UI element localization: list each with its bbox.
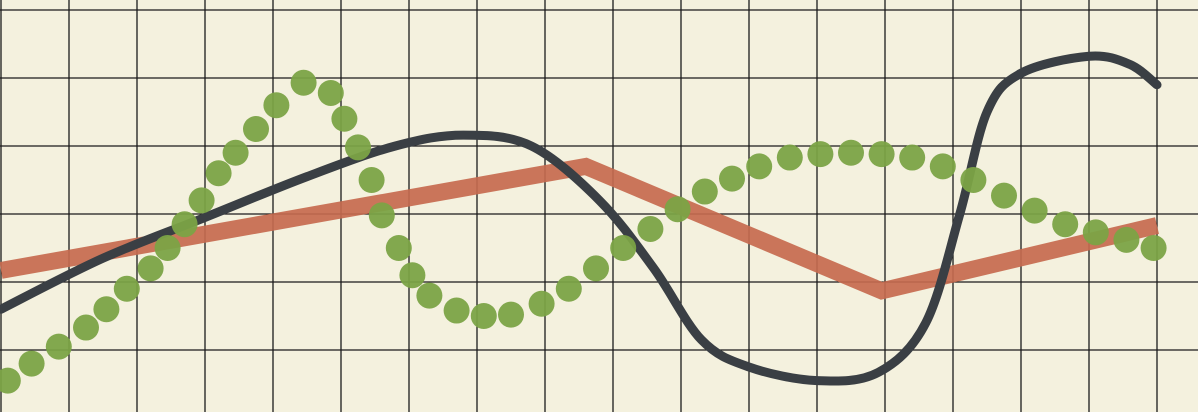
series-0-thick-line bbox=[0, 157, 1159, 300]
series-point bbox=[358, 167, 385, 193]
series-point bbox=[18, 350, 45, 377]
series-point bbox=[45, 333, 72, 360]
series-point bbox=[317, 79, 344, 106]
series-point bbox=[868, 141, 895, 168]
series-point bbox=[838, 139, 864, 166]
series-point bbox=[0, 367, 21, 394]
series-point bbox=[1021, 197, 1048, 224]
series-point bbox=[719, 165, 745, 192]
series-point bbox=[528, 290, 555, 317]
series-point bbox=[664, 196, 691, 223]
series-point bbox=[243, 116, 269, 142]
series-point bbox=[290, 69, 317, 96]
series-point bbox=[691, 178, 718, 205]
series-point bbox=[746, 153, 773, 180]
series-point bbox=[73, 314, 99, 341]
series-point bbox=[991, 182, 1017, 209]
series-1-curve bbox=[0, 51, 1162, 386]
series-point bbox=[637, 215, 664, 242]
series-point bbox=[263, 92, 290, 119]
series-point bbox=[205, 160, 232, 187]
series-point bbox=[498, 301, 524, 328]
series-point bbox=[776, 144, 803, 171]
series-point bbox=[555, 275, 582, 302]
series-point bbox=[807, 141, 834, 168]
series-point bbox=[1052, 211, 1079, 238]
series-point bbox=[1140, 235, 1167, 261]
series-point bbox=[929, 153, 956, 180]
series-point bbox=[960, 167, 987, 193]
series-point bbox=[113, 275, 140, 302]
series-point bbox=[368, 202, 395, 229]
series-point bbox=[899, 144, 926, 171]
series-point bbox=[1082, 219, 1109, 246]
series-point bbox=[385, 235, 412, 261]
series-point bbox=[171, 211, 198, 238]
series-point bbox=[188, 187, 215, 214]
series-point bbox=[345, 134, 371, 161]
series-2-dots bbox=[0, 69, 1167, 394]
series-point bbox=[399, 262, 426, 289]
series-line bbox=[0, 157, 1159, 300]
series-point bbox=[331, 105, 358, 132]
series-point bbox=[93, 296, 120, 323]
series-point bbox=[443, 297, 470, 324]
series-point bbox=[154, 235, 181, 261]
series-point bbox=[610, 235, 637, 261]
series-point bbox=[222, 139, 249, 166]
series-curve bbox=[0, 51, 1162, 386]
series-point bbox=[583, 255, 609, 282]
series-point bbox=[470, 303, 497, 329]
series-point bbox=[1113, 226, 1140, 253]
series-layer bbox=[0, 51, 1167, 394]
series-point bbox=[137, 255, 164, 282]
series-point bbox=[416, 282, 443, 309]
